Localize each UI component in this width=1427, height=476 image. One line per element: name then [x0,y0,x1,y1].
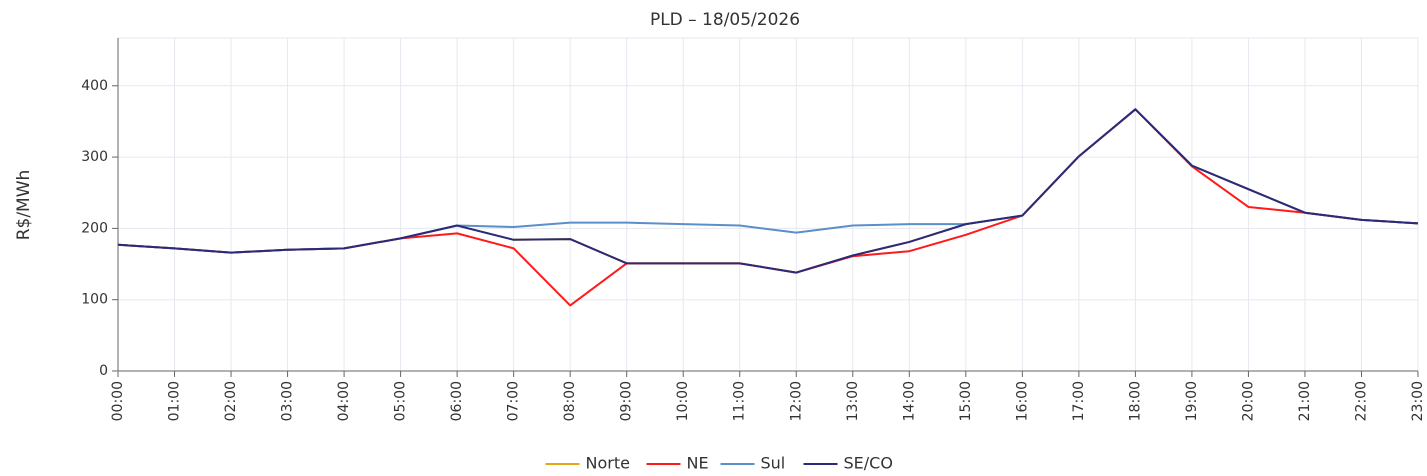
x-tick-label: 18:00 [1127,381,1143,421]
x-tick-label: 00:00 [110,381,126,421]
legend-label: Sul [761,454,786,473]
y-axis-label: R$/MWh [14,170,34,241]
x-tick-label: 07:00 [506,381,522,421]
legend-label: Norte [586,454,630,473]
y-tick-label: 400 [81,78,108,94]
x-tick-label: 12:00 [788,381,804,421]
x-tick-label: 09:00 [619,381,635,421]
chart-title: PLD – 18/05/2026 [650,10,800,30]
x-tick-label: 15:00 [958,381,974,421]
x-tick-label: 17:00 [1071,381,1087,421]
x-tick-label: 10:00 [675,381,691,421]
y-tick-label: 200 [81,220,108,236]
series-line [117,108,1419,254]
x-tick-label: 03:00 [280,381,296,421]
series-line [117,108,1419,307]
x-tick-label: 21:00 [1297,381,1313,421]
x-tick-label: 01:00 [167,381,183,421]
x-tick-label: 19:00 [1184,381,1200,421]
x-tick-label: 16:00 [1014,381,1030,421]
x-tick-label: 11:00 [732,381,748,421]
x-tick-label: 02:00 [223,381,239,421]
x-tick-label: 20:00 [1240,381,1256,421]
y-tick-label: 100 [81,292,108,308]
x-tick-label: 05:00 [393,381,409,421]
plot-frame [117,37,1419,372]
series-line [117,108,1419,274]
series-line [117,108,1419,274]
x-tick-label: 14:00 [901,381,917,421]
y-tick-label: 0 [99,363,108,379]
y-tick-label: 300 [81,149,108,165]
x-tick-label: 13:00 [845,381,861,421]
x-tick-label: 04:00 [336,381,352,421]
x-tick-label: 06:00 [449,381,465,421]
legend-label: SE/CO [844,454,893,473]
x-tick-label: 08:00 [562,381,578,421]
x-tick-label: 22:00 [1353,381,1369,421]
x-tick-label: 23:00 [1410,381,1426,421]
legend-label: NE [687,454,709,473]
